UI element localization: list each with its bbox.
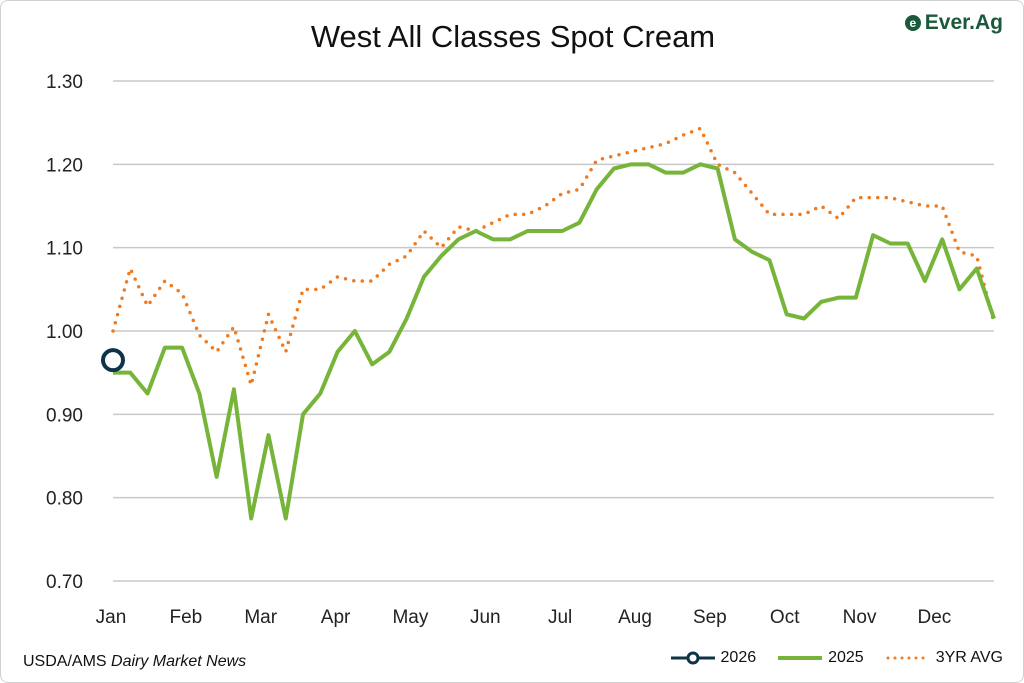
legend-label: 2026 (720, 649, 757, 666)
x-tick-label: Oct (770, 607, 800, 628)
source-italic: Dairy Market News (111, 653, 247, 670)
legend-swatch-2026 (670, 651, 715, 665)
chart-title: West All Classes Spot Cream (310, 19, 716, 54)
x-tick-label: Nov (843, 607, 877, 628)
legend-swatch-2025 (778, 656, 823, 660)
y-tick-label: 0.90 (46, 405, 83, 426)
x-tick-label: Dec (918, 607, 952, 628)
legend-label: 3YR AVG (935, 649, 1003, 666)
x-tick-label: Mar (244, 607, 277, 628)
x-tick-label: May (392, 607, 428, 628)
series-3yr-avg-line (111, 126, 996, 392)
x-tick-label: Aug (618, 607, 652, 628)
y-tick-label: 1.00 (46, 322, 83, 343)
y-tick-label: 1.10 (46, 239, 83, 260)
x-tick-label: Jul (548, 607, 572, 628)
y-tick-label: 1.30 (46, 72, 83, 93)
x-tick-label: Jan (96, 607, 127, 628)
source-note: USDA/AMS Dairy Market News (23, 653, 246, 671)
legend-label: 2025 (828, 649, 864, 666)
ever-ag-logo: e Ever.Ag (904, 11, 1003, 35)
legend: 2026 2025 3YR AVG (670, 649, 1003, 667)
legend-swatch-3yr-avg (886, 656, 930, 660)
x-tick-label: Jun (470, 607, 501, 628)
y-tick-label: 0.70 (46, 572, 83, 593)
legend-item-2025: 2025 (778, 649, 864, 667)
legend-item-2026: 2026 (670, 649, 757, 667)
x-tick-label: Apr (321, 607, 351, 628)
y-tick-label: 0.80 (46, 489, 83, 510)
y-tick-label: 1.20 (46, 155, 83, 176)
source-prefix: USDA/AMS (23, 653, 112, 670)
series-2026-marker (101, 348, 125, 373)
x-tick-label: Feb (169, 607, 202, 628)
legend-item-3yr-avg: 3YR AVG (886, 649, 1003, 667)
x-tick-label: Sep (693, 607, 727, 628)
logo-text: Ever.Ag (924, 11, 1003, 34)
series-2025-line (113, 162, 996, 521)
logo-icon: e (904, 15, 921, 31)
